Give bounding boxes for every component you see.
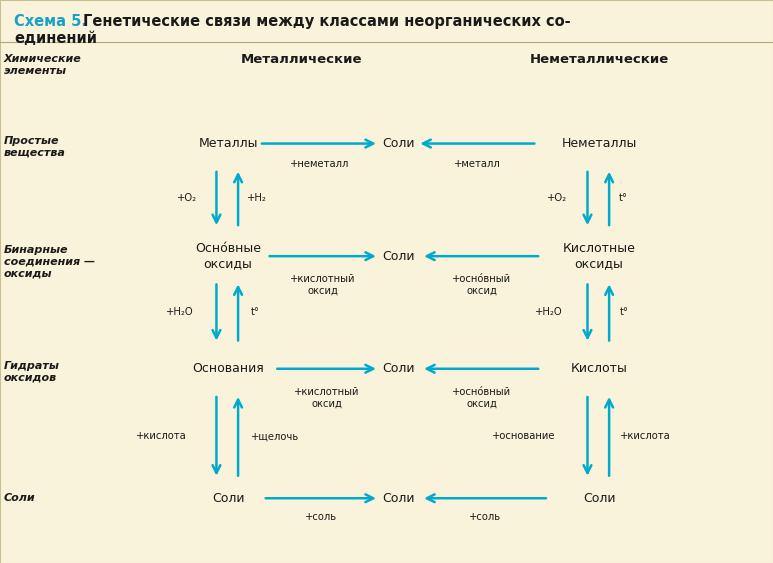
Text: +неметалл: +неметалл (290, 159, 349, 169)
Text: +кислотный
оксид: +кислотный оксид (291, 274, 356, 296)
Text: +соль: +соль (469, 512, 502, 522)
Text: t°: t° (251, 307, 261, 318)
Text: Основания: Основания (192, 362, 264, 376)
Text: Химические
элементы: Химические элементы (4, 54, 82, 75)
Text: Соли: Соли (382, 362, 414, 376)
Text: Гидраты
оксидов: Гидраты оксидов (4, 361, 60, 382)
Text: t°: t° (618, 193, 628, 203)
Text: Соли: Соли (382, 491, 414, 505)
Text: Схема 5.: Схема 5. (14, 14, 87, 29)
Text: Металлические: Металлические (240, 53, 363, 66)
Text: +соль: +соль (305, 512, 337, 522)
Text: Простые
вещества: Простые вещества (4, 136, 66, 157)
Text: +кислота: +кислота (136, 431, 187, 441)
Text: Соли: Соли (382, 249, 414, 263)
Text: t°: t° (620, 307, 629, 318)
Text: +O₂: +O₂ (177, 193, 197, 203)
Text: Соли: Соли (583, 491, 615, 505)
Text: единений: единений (14, 31, 97, 46)
Text: +осно́вный
оксид: +осно́вный оксид (452, 274, 511, 296)
Text: +O₂: +O₂ (547, 193, 567, 203)
Text: Осно́вные
оксиды: Осно́вные оксиды (195, 242, 261, 270)
Text: Соли: Соли (4, 493, 36, 503)
Text: Металлы: Металлы (199, 137, 257, 150)
Text: Кислотные
оксиды: Кислотные оксиды (563, 242, 635, 270)
Text: Соли: Соли (382, 137, 414, 150)
Text: +металл: +металл (455, 159, 501, 169)
Text: +кислота: +кислота (620, 431, 671, 441)
Text: Неметаллы: Неметаллы (561, 137, 637, 150)
Text: +H₂O: +H₂O (165, 307, 193, 318)
Text: Генетические связи между классами неорганических со-: Генетические связи между классами неорга… (83, 14, 571, 29)
Text: +основание: +основание (492, 431, 555, 441)
Text: +H₂: +H₂ (247, 193, 267, 203)
Text: +щелочь: +щелочь (251, 431, 299, 441)
Text: Неметаллические: Неметаллические (530, 53, 669, 66)
Text: +осно́вный
оксид: +осно́вный оксид (452, 387, 511, 408)
Text: Бинарные
соединения —
оксиды: Бинарные соединения — оксиды (4, 245, 95, 278)
Text: Кислоты: Кислоты (570, 362, 628, 376)
Text: +H₂O: +H₂O (535, 307, 563, 318)
Text: +кислотный
оксид: +кислотный оксид (295, 387, 359, 408)
Text: Соли: Соли (212, 491, 244, 505)
